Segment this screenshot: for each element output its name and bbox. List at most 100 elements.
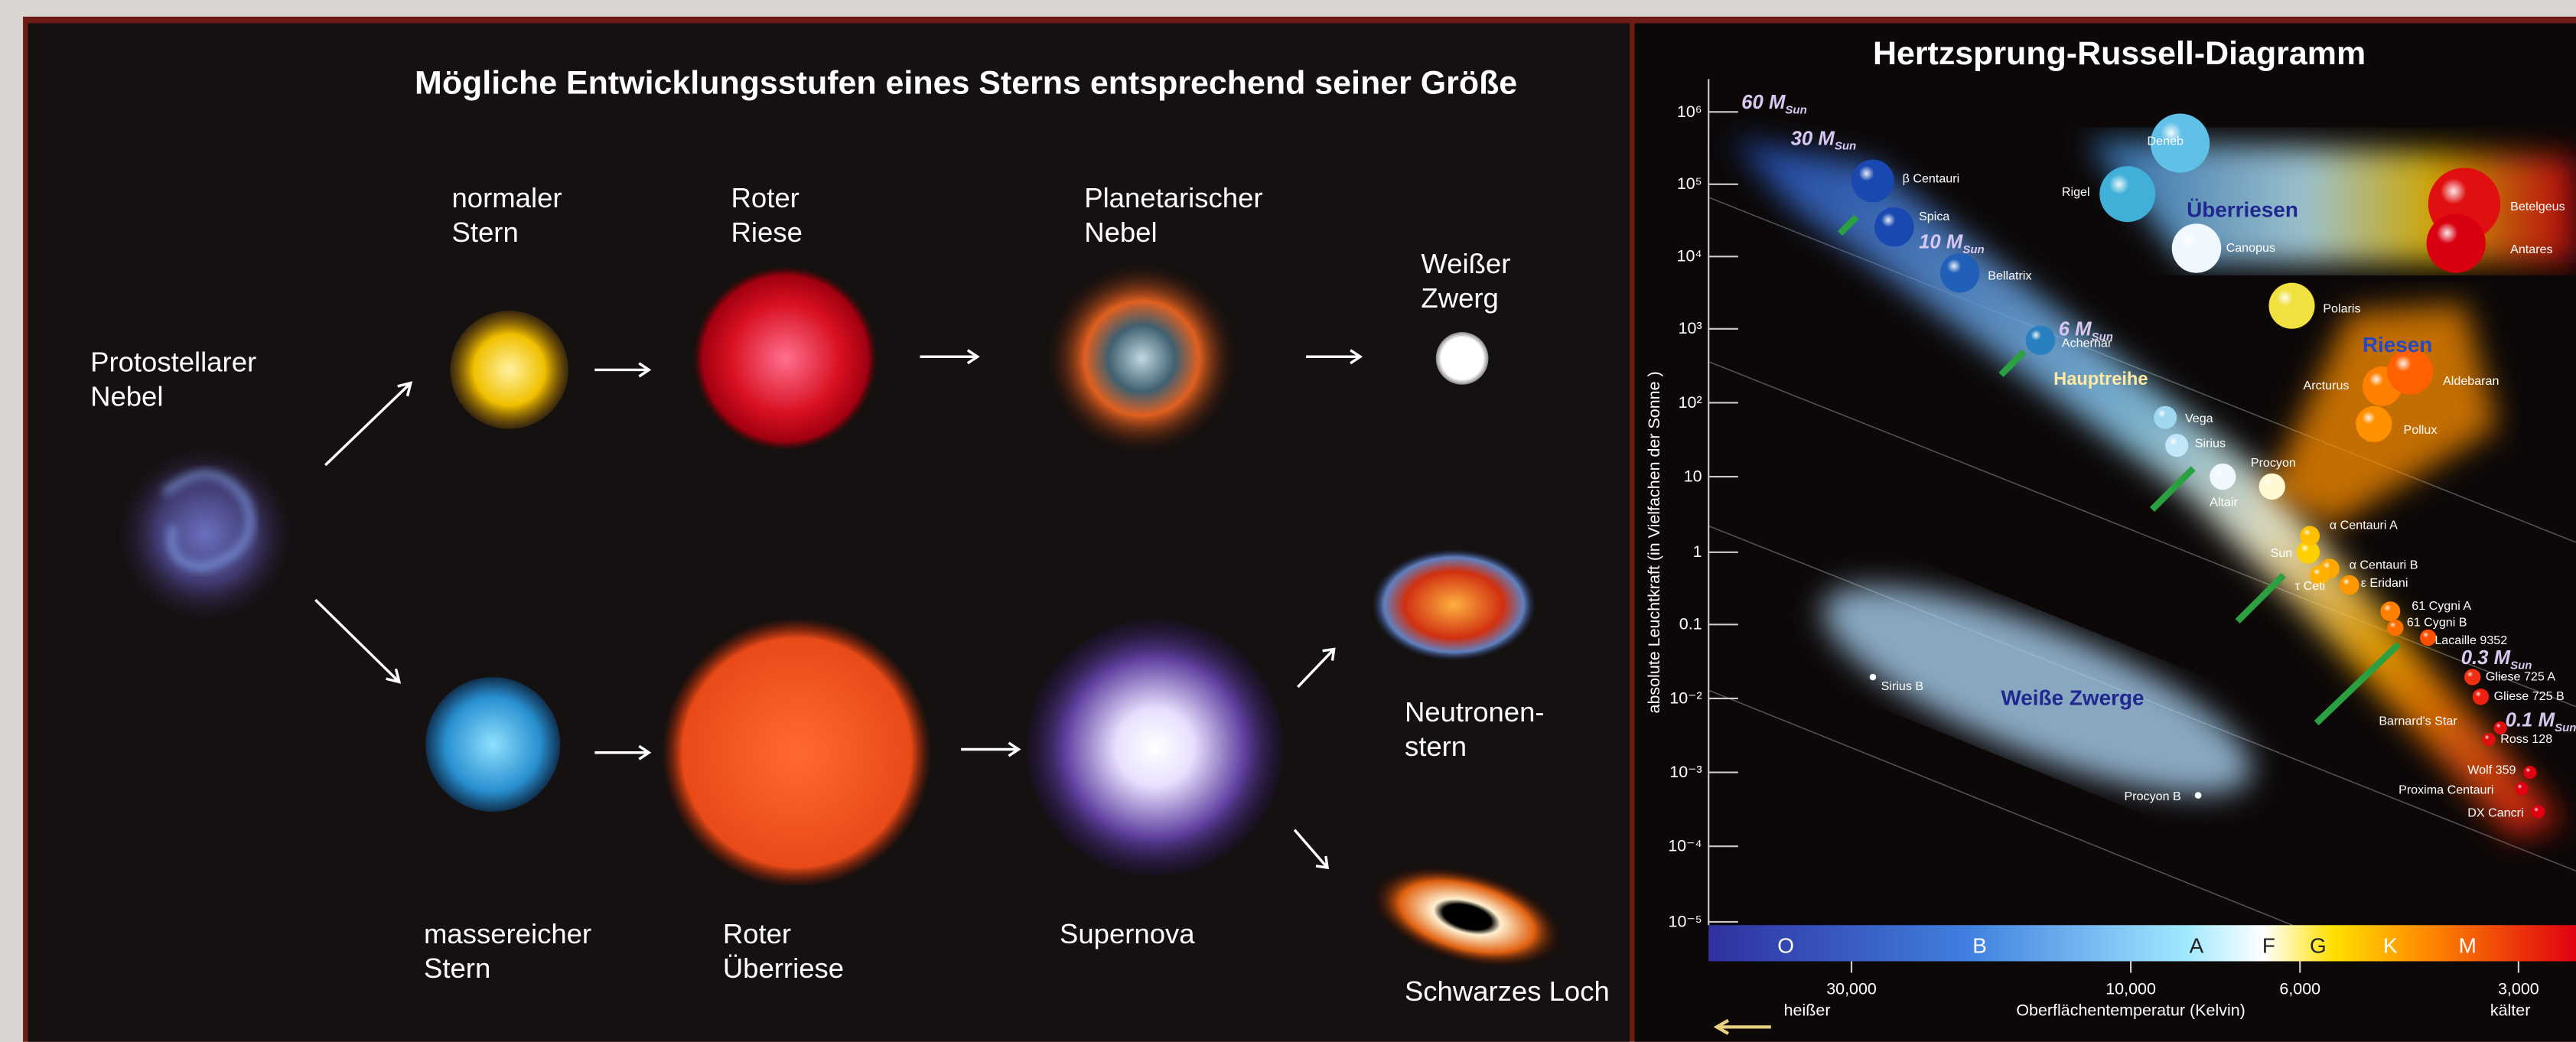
stage-label: Neutronen- [1405,696,1545,728]
y-axis-label: absolute Leuchtkraft (in Vielfachen der … [1645,371,1663,713]
stage-label: Überriese [723,952,844,984]
stage-label: Stern [424,952,490,984]
x-tick-label: 30,000 [1826,979,1877,998]
mass-part: Sun [2555,721,2576,734]
stage-label: stern [1405,731,1467,762]
star-highlight [2464,668,2477,681]
stage-label: Zwerg [1421,282,1498,314]
star-highlight [2522,765,2533,776]
star-label: Canopus [2226,241,2275,255]
stage-label: Roter [723,918,791,949]
star-highlight [2386,618,2399,631]
star-sphere [1870,674,1877,681]
star-highlight [2472,687,2485,700]
star-label: Barnard's Star [2379,714,2457,728]
star-label: Lacaille 9352 [2434,633,2507,647]
stage-label: Nebel [90,381,163,412]
star-label: Spica [1919,210,1949,223]
star-label: Arcturus [2304,379,2350,392]
mass-part: Sun [1962,243,1984,256]
spectral-class: F [2262,934,2275,958]
star-highlight [2354,403,2383,432]
star-label: Rigel [2062,185,2090,199]
star-label: ε Eridani [2361,576,2408,590]
star-label: Bellatrix [1988,269,2031,282]
star-label: Gliese 725 B [2494,689,2565,703]
spectral-class: M [2459,934,2477,958]
star-label: Ross 128 [2500,732,2552,746]
page: Mögliche Entwicklungsstufen eines Sterns… [0,0,2576,1042]
mass-part: 0.3 [2461,647,2494,669]
mass-part: M [2494,647,2511,669]
star-label: Deneb [2148,134,2184,148]
x-tick-label: 6,000 [2279,979,2320,998]
mass-part: 0.1 [2506,709,2539,731]
stage-label: Protostellarer [90,347,256,378]
red-giant [693,266,878,450]
mass-part: M [1769,92,1786,113]
star-highlight [2164,432,2183,451]
star-highlight [1873,204,1904,236]
left-title: Mögliche Entwicklungsstufen eines Sterns… [415,65,1517,102]
y-tick-label: 10 [1684,467,1702,485]
protostellar-nebula [107,435,304,633]
stage-label: Riese [731,217,803,248]
neutron-star [1372,549,1536,661]
star-label: α Centauri B [2350,558,2418,571]
star-highlight [2482,732,2493,743]
star-highlight [1849,156,1884,190]
spectral-class: A [2190,934,2204,958]
mass-part: M [1946,232,1963,253]
star-label: Betelgeus [2510,200,2565,213]
region-label: Riesen [2363,333,2433,357]
mass-part: Sun [1835,140,1856,153]
star-highlight [2299,525,2315,541]
star-highlight [2515,781,2526,792]
mass-part: M [1818,128,1835,149]
star-label: Wolf 359 [2467,764,2516,777]
y-tick-label: 1 [1693,542,1702,561]
mass-part: Sun [2510,659,2532,672]
y-tick-label: 10⁻² [1669,689,1702,707]
mass-part: M [2075,318,2092,340]
stage-label: Planetarischer [1084,182,1262,213]
star-label: β Centauri [1903,172,1960,186]
spectral-bar [1708,925,2576,961]
stage-label: normaler [452,182,562,213]
star-label: Vega [2185,412,2213,425]
star-highlight [2153,404,2171,422]
star-label: 61 Cygni B [2407,615,2467,629]
planetary-nebula [1047,263,1237,454]
star-highlight [2266,279,2303,316]
x-tick-label: 10,000 [2105,979,2156,998]
star-highlight [2531,804,2542,815]
star-highlight [2024,324,2048,347]
y-tick-label: 10⁻³ [1669,763,1702,781]
y-tick-label: 0.1 [1679,615,1702,633]
star-label: 61 Cygni A [2412,599,2471,613]
stage-label: massereicher [424,918,591,949]
star-label: Polaris [2323,301,2360,315]
star-highlight [2208,461,2229,482]
star-label: Proxima Centauri [2399,783,2493,796]
stage-label: Supernova [1060,918,1195,949]
star-highlight [2309,564,2325,580]
stage-label: Roter [731,182,800,213]
star-highlight [2419,628,2432,641]
star-highlight [2097,162,2141,207]
region-label: Überriesen [2187,198,2298,222]
mass-part: 30 [1791,128,1819,149]
massive-star [425,677,560,812]
y-tick-label: 10⁴ [1677,247,1702,265]
stage-label: Nebel [1084,217,1157,248]
star-highlight [2170,220,2210,260]
hot-label: heißer [1784,1001,1831,1019]
y-tick-label: 10⁵ [1677,174,1702,193]
y-tick-label: 10⁻⁵ [1669,912,1702,930]
red-supergiant [662,618,931,887]
infographic: Mögliche Entwicklungsstufen eines Sterns… [0,0,2576,1042]
x-tick-label: 3,000 [2498,979,2539,998]
y-tick-label: 10³ [1679,319,1702,337]
star-highlight [2493,721,2504,731]
star-label: Procyon B [2124,790,2180,803]
